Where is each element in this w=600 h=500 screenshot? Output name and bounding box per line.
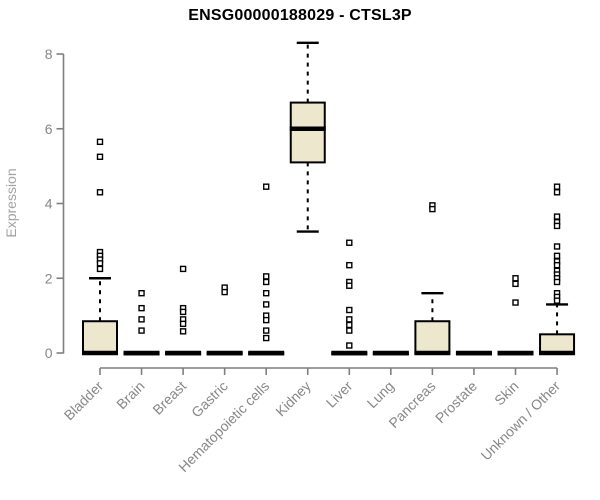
outlier-point [512, 275, 519, 282]
outlier-point [263, 278, 270, 286]
x-tick-label: Skin [491, 378, 522, 409]
outlier-point [263, 290, 270, 297]
box-Kidney [289, 101, 326, 164]
y-tick-label: 8 [45, 46, 53, 62]
outlier-point [138, 304, 145, 312]
outlier-point [429, 205, 436, 213]
outlier-point [553, 297, 561, 304]
outlier-point [553, 243, 561, 250]
box-Unknown / Other [539, 333, 576, 354]
outlier-point [179, 265, 187, 273]
outlier-point [346, 261, 353, 269]
outlier-point [263, 334, 270, 342]
outlier-point [346, 306, 353, 314]
outlier-point [179, 308, 187, 316]
outlier-point [221, 288, 228, 296]
outlier-point [346, 342, 353, 349]
outlier-point [138, 327, 145, 334]
x-tick-label: Prostate [432, 378, 480, 426]
outlier-point [553, 222, 561, 230]
box-Bladder [82, 320, 118, 355]
outlier-point [346, 327, 353, 334]
y-tick-label: 4 [45, 196, 53, 212]
outlier-point [179, 328, 187, 335]
outlier-point [553, 189, 561, 196]
outlier-point [96, 265, 104, 273]
outlier-point [96, 260, 104, 267]
y-axis-title: Expression [3, 168, 19, 237]
outlier-point [346, 316, 353, 323]
x-tick-label: Kidney [272, 378, 314, 420]
x-tick-label: Brain [113, 378, 147, 412]
x-tick-label: Liver [323, 378, 356, 411]
outlier-point [512, 299, 519, 306]
x-tick-label: Breast [149, 378, 189, 418]
outlier-point [263, 273, 270, 280]
outlier-point [138, 290, 145, 297]
outlier-point [263, 327, 270, 334]
outlier-point [263, 316, 270, 324]
y-tick-label: 2 [45, 270, 53, 286]
y-tick-label: 6 [45, 121, 53, 137]
outlier-point [346, 282, 353, 289]
outlier-point [512, 280, 519, 288]
outlier-point [553, 278, 561, 286]
outlier-point [96, 189, 104, 196]
outlier-point [346, 321, 353, 329]
chart-title: ENSG00000188029 - CTSL3P [188, 7, 412, 24]
x-tick-label: Unknown / Other [478, 378, 564, 464]
outlier-point [553, 183, 561, 190]
outlier-point [263, 301, 270, 308]
outlier-point [553, 261, 561, 269]
box-Pancreas [414, 320, 451, 355]
x-tick-label: Lung [364, 378, 397, 411]
y-tick-label: 0 [45, 345, 53, 361]
outlier-point [553, 252, 561, 260]
outlier-point [346, 239, 353, 246]
outlier-point [96, 153, 104, 160]
x-tick-label: Bladder [61, 378, 107, 424]
outlier-point [96, 138, 104, 146]
outlier-point [179, 320, 187, 328]
outlier-point [553, 213, 561, 220]
outlier-point [263, 183, 270, 190]
outlier-point [138, 316, 145, 323]
